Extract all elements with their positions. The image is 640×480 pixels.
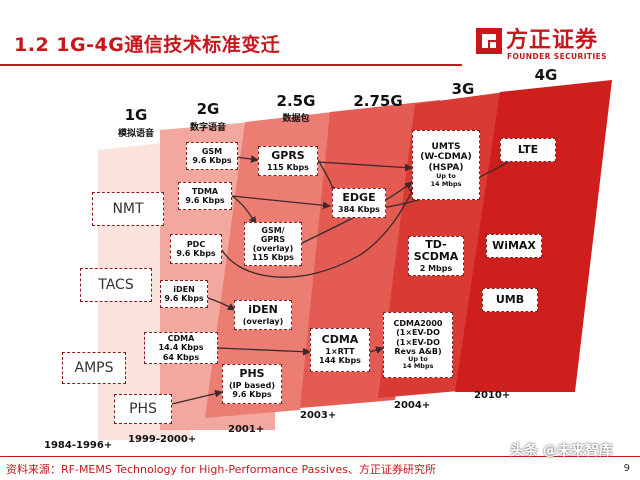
date-3g: 2004+ — [394, 400, 431, 411]
date-275g: 2003+ — [300, 410, 337, 421]
date-4g: 2010+ — [474, 390, 511, 401]
node-cdma: CDMA 14.4 Kbps 64 Kbps — [144, 332, 218, 364]
watermark: 头条 @未来智库 — [510, 443, 613, 459]
node-cdma-1xrtt: CDMA 1×RTT 144 Kbps — [310, 328, 370, 372]
gen-1g-label: 1G — [124, 106, 148, 124]
page-title: 1.2 1G-4G通信技术标准变迁 — [14, 34, 281, 56]
date-2g: 1999-2000+ — [128, 434, 197, 445]
node-nmt: NMT — [92, 192, 164, 226]
node-cdma2000: CDMA2000 (1×EV-DO (1×EV-DO Revs A&B) Up to 14… — [383, 312, 453, 378]
date-1g: 1984-1996+ — [44, 440, 113, 451]
node-gsm: GSM 9.6 Kbps — [186, 142, 238, 170]
node-iden: iDEN 9.6 Kbps — [160, 280, 208, 308]
gen-275g-label: 2.75G — [353, 92, 403, 110]
logo-subtitle: FOUNDER SECURITIES — [507, 52, 607, 61]
gen-4g-label: 4G — [534, 66, 558, 84]
node-pdc: PDC 9.6 Kbps — [170, 234, 222, 264]
gen-2g-label: 2G — [196, 100, 220, 118]
arrow-phs-phs2 — [171, 389, 223, 405]
node-tdma: TDMA 9.6 Kbps — [178, 182, 232, 210]
arrow-pdc-umts — [221, 185, 416, 278]
gen-2g-sub: 数字语音 — [189, 123, 226, 133]
source-note: 资料来源：RF-MEMS Technology for High-Perform… — [6, 463, 436, 476]
node-lte: LTE — [500, 138, 556, 162]
logo-name: 方正证券 — [506, 28, 599, 53]
node-umts: UMTS (W-CDMA) (HSPA) Up to 14 Mbps — [412, 130, 480, 200]
arrow-gsm-gprs — [235, 155, 259, 163]
arrow-tdma-edge — [231, 195, 331, 210]
node-phs-ip: PHS (IP based) 9.6 Kbps — [222, 364, 282, 404]
node-tacs: TACS — [80, 268, 152, 302]
footer-divider — [0, 456, 640, 457]
node-gsm-gprs-overlay: GSM/GPRS (overlay) 115 Kbps — [244, 222, 302, 266]
node-amps: AMPS — [62, 352, 126, 384]
node-iden-overlay: iDEN (overlay) — [234, 300, 292, 330]
gen-25g-sub: 数据包 — [282, 114, 310, 124]
arrow-iden-iden2 — [207, 297, 236, 311]
node-edge: EDGE 384 Kbps — [332, 188, 386, 218]
arrow-tdma-gsmgprs — [231, 195, 257, 225]
node-td-scdma: TD- SCDMA 2 Mbps — [408, 236, 464, 276]
page-number: 9 — [623, 463, 630, 474]
gen-1g-sub: 模拟语音 — [117, 129, 154, 139]
node-phs: PHS — [114, 394, 172, 424]
node-umb: UMB — [482, 288, 538, 312]
arrow-gprs-umts — [317, 161, 413, 172]
company-logo-icon — [476, 28, 502, 54]
arrow-cdma-cdma1x — [217, 347, 311, 356]
node-wimax: WiMAX — [486, 234, 542, 258]
arrow-cdma1x-cdma2000 — [369, 346, 384, 354]
title-divider — [0, 64, 462, 66]
date-25g: 2001+ — [228, 424, 265, 435]
node-gprs: GPRS 115 Kbps — [258, 146, 318, 176]
connector-lines — [171, 154, 521, 405]
gen-3g-label: 3G — [451, 80, 475, 98]
gen-25g-label: 2.5G — [276, 92, 316, 110]
